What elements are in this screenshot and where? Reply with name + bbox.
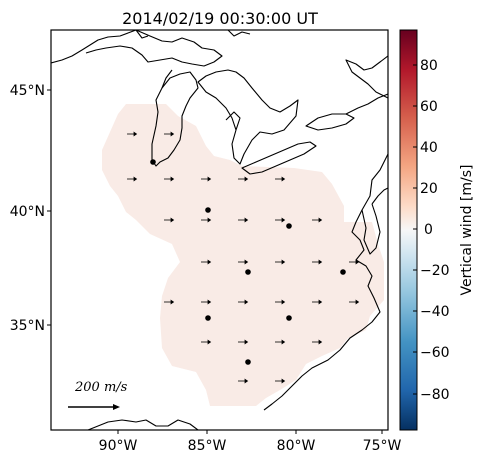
colorbar-ticks <box>413 64 417 395</box>
wind-arrow <box>312 217 323 223</box>
lat-tick-label: 45°N <box>10 83 45 99</box>
colorbar-tick-label: −40 <box>420 304 450 320</box>
lake-superior-shoreline <box>51 30 223 67</box>
wind-arrow <box>238 339 249 345</box>
colorbar-label: Vertical wind [m/s] <box>459 165 475 296</box>
map-area: 200 m/s <box>50 29 389 431</box>
lon-tick-label: 90°W <box>99 438 138 454</box>
scale-arrow-head <box>113 404 120 410</box>
plot-title: 2014/02/19 00:30:00 UT <box>122 9 318 28</box>
lat-tick-label: 40°N <box>10 204 45 220</box>
wind-arrow <box>164 217 175 223</box>
station-marker[interactable] <box>205 207 211 213</box>
wind-arrow <box>127 176 138 182</box>
lake-erie-shoreline <box>241 141 317 175</box>
scale-arrow: 200 m/s <box>68 380 128 410</box>
lon-tick-label: 75°W <box>363 438 402 454</box>
wind-arrow <box>201 299 212 305</box>
colorbar-tick-label: −20 <box>420 263 450 279</box>
lake-huron-shoreline <box>197 69 299 165</box>
wind-arrow <box>312 259 323 265</box>
wind-arrow <box>164 299 175 305</box>
wind-arrow <box>275 176 286 182</box>
station-marker[interactable] <box>286 315 292 321</box>
lake-ontario-shoreline <box>305 113 355 131</box>
map-frame <box>50 29 389 431</box>
wind-arrow <box>275 217 286 223</box>
wind-arrow <box>312 299 323 305</box>
wind-arrow <box>275 378 286 384</box>
colorbar-tick-label: 0 <box>424 222 433 238</box>
wind-arrow <box>201 339 212 345</box>
delaware-bay <box>371 187 388 205</box>
wind-arrow <box>127 131 138 137</box>
longitude-axis: 90°W 85°W 80°W 75°W <box>99 430 402 454</box>
wind-arrow <box>238 176 249 182</box>
colorbar: 80 60 40 20 0 −20 −40 −60 −80 Vertical w… <box>399 29 475 431</box>
station-marker[interactable] <box>245 359 251 365</box>
colorbar-gradient <box>399 29 418 431</box>
wind-vectors <box>127 131 360 384</box>
wind-arrow <box>238 299 249 305</box>
green-bay <box>161 69 173 89</box>
lat-tick-label: 35°N <box>10 318 45 334</box>
station-marker[interactable] <box>150 159 156 165</box>
wind-arrow <box>164 176 175 182</box>
wind-arrow <box>201 259 212 265</box>
station-marker[interactable] <box>245 269 251 275</box>
wind-arrow <box>275 259 286 265</box>
wind-arrow <box>164 131 175 137</box>
station-marker[interactable] <box>205 315 211 321</box>
wind-arrow <box>201 217 212 223</box>
michigan-thumb <box>225 111 241 131</box>
coastlines <box>51 30 388 430</box>
colorbar-tick-label: −80 <box>420 387 450 403</box>
colorbar-tick-label: −60 <box>420 345 450 361</box>
lake-michigan-shoreline <box>151 71 199 167</box>
station-markers <box>150 159 346 365</box>
wind-arrow <box>238 259 249 265</box>
latitude-axis: 45°N 40°N 35°N <box>10 83 51 334</box>
colorbar-tick-label: 20 <box>420 181 438 197</box>
station-marker[interactable] <box>286 223 292 229</box>
wind-arrow <box>312 339 323 345</box>
colorbar-tick-label: 40 <box>420 140 438 156</box>
hudson-james-shore <box>227 30 251 37</box>
wind-arrow <box>275 299 286 305</box>
scale-arrow-label: 200 m/s <box>74 380 128 395</box>
wind-arrow <box>201 176 212 182</box>
lon-tick-label: 85°W <box>188 438 227 454</box>
colorbar-tick-label: 60 <box>420 99 438 115</box>
atlantic-coastline <box>263 55 388 411</box>
wind-arrow <box>275 339 286 345</box>
wind-arrow <box>349 299 360 305</box>
colorbar-tick-label: 80 <box>420 58 438 74</box>
gulf-coastline <box>87 419 199 430</box>
st-lawrence <box>345 93 388 115</box>
station-marker[interactable] <box>340 269 346 275</box>
keweenaw-peninsula <box>135 30 149 39</box>
wind-arrow <box>238 217 249 223</box>
chesapeake-bay <box>361 203 381 255</box>
wind-arrow <box>238 378 249 384</box>
lon-tick-label: 80°W <box>277 438 316 454</box>
